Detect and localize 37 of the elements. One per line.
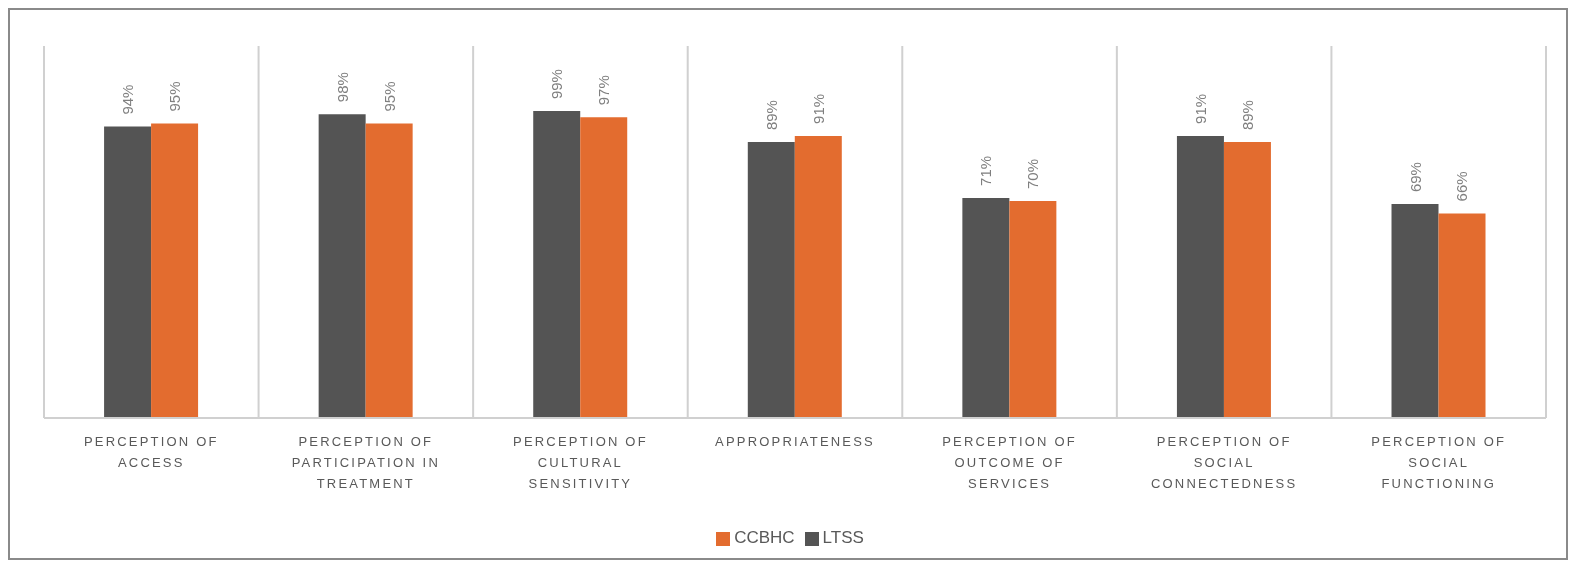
data-label: 98% xyxy=(333,72,351,103)
bar xyxy=(1438,213,1486,418)
data-label: 91% xyxy=(1191,93,1209,124)
x-tick-label: PERCEPTION OF SOCIAL FUNCTIONING xyxy=(1371,434,1507,491)
x-tick-label: PERCEPTION OF SOCIAL CONNECTEDNESS xyxy=(1150,434,1298,491)
data-label: 89% xyxy=(1238,100,1256,131)
data-label: 69% xyxy=(1406,162,1424,193)
legend-label: CCBHC xyxy=(734,528,795,547)
x-tick-label: PERCEPTION OF ACCESS xyxy=(83,434,219,470)
data-label: 89% xyxy=(762,100,780,131)
bar xyxy=(533,111,581,418)
bar xyxy=(1176,135,1224,418)
bar xyxy=(794,135,842,418)
bar xyxy=(747,142,795,418)
data-label: 66% xyxy=(1453,171,1471,202)
x-tick-label: PERCEPTION OF CULTURAL SENSITIVITY xyxy=(513,434,648,491)
x-tick-label: PERCEPTION OF OUTCOME OF SERVICES xyxy=(942,434,1077,491)
data-label: 95% xyxy=(380,81,398,112)
x-tick-label: APPROPRIATENESS xyxy=(715,434,875,449)
data-label: 95% xyxy=(166,81,184,112)
data-label: 91% xyxy=(809,93,827,124)
data-label: 94% xyxy=(119,84,137,115)
bar xyxy=(318,114,366,418)
bar xyxy=(580,117,628,418)
bar xyxy=(1009,201,1057,418)
bar xyxy=(962,197,1010,418)
data-label: 97% xyxy=(595,75,613,106)
bar xyxy=(104,126,152,418)
data-label: 70% xyxy=(1024,158,1042,189)
bar xyxy=(1223,142,1271,418)
data-label: 99% xyxy=(548,69,566,100)
bar xyxy=(1391,204,1439,418)
bar xyxy=(365,123,413,418)
legend-label: LTSS xyxy=(822,528,864,547)
bar xyxy=(151,123,199,418)
x-tick-label: PERCEPTION OF PARTICIPATION IN TREATMENT xyxy=(291,434,441,491)
data-label: 71% xyxy=(977,155,995,186)
